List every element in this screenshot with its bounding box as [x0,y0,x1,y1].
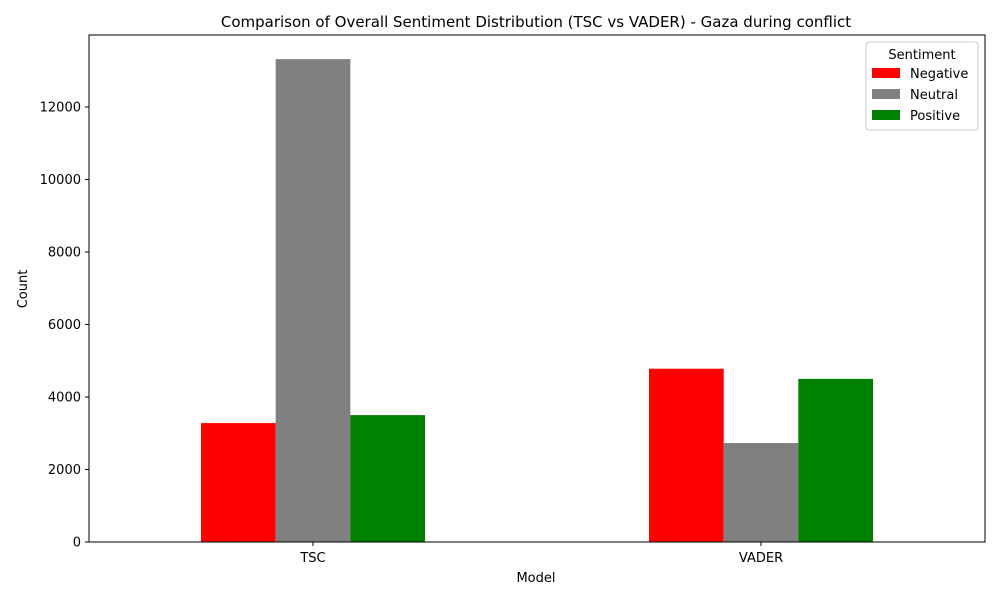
legend-label-negative: Negative [910,67,968,82]
x-tick-label: TSC [299,551,325,566]
legend-swatch-positive [872,110,900,120]
x-axis-title: Model [516,571,555,586]
y-tick-label: 0 [73,536,81,551]
bar-vader-positive [798,378,873,542]
legend-swatch-negative [872,68,900,78]
bar-tsc-neutral [275,59,351,542]
legend-frame [865,41,979,131]
y-axis: 0 2000 4000 6000 8000 10000 12000 [40,100,89,551]
bar-tsc-negative [201,423,276,542]
y-axis-title: Count [16,270,31,309]
y-tick-label: 12000 [40,100,81,115]
chart-title: Comparison of Overall Sentiment Distribu… [221,13,851,31]
legend-swatch-neutral [872,89,900,99]
legend: Sentiment Negative Neutral Positive [865,41,979,131]
plot-frame [88,34,986,543]
legend-label-neutral: Neutral [910,88,958,103]
legend-title: Sentiment [888,48,955,63]
y-tick-label: 2000 [48,463,81,478]
y-tick-label: 8000 [48,245,81,260]
bar-vader-negative [649,368,724,542]
bar-vader-neutral [723,443,799,542]
plot-area [88,34,986,543]
bar-tsc-positive [350,415,425,542]
y-tick-label: 6000 [48,318,81,333]
y-tick-label: 4000 [48,390,81,405]
y-tick-label: 10000 [40,173,81,188]
legend-label-positive: Positive [910,109,960,124]
x-tick-label: VADER [739,551,783,566]
x-axis: TSC VADER [299,542,783,566]
